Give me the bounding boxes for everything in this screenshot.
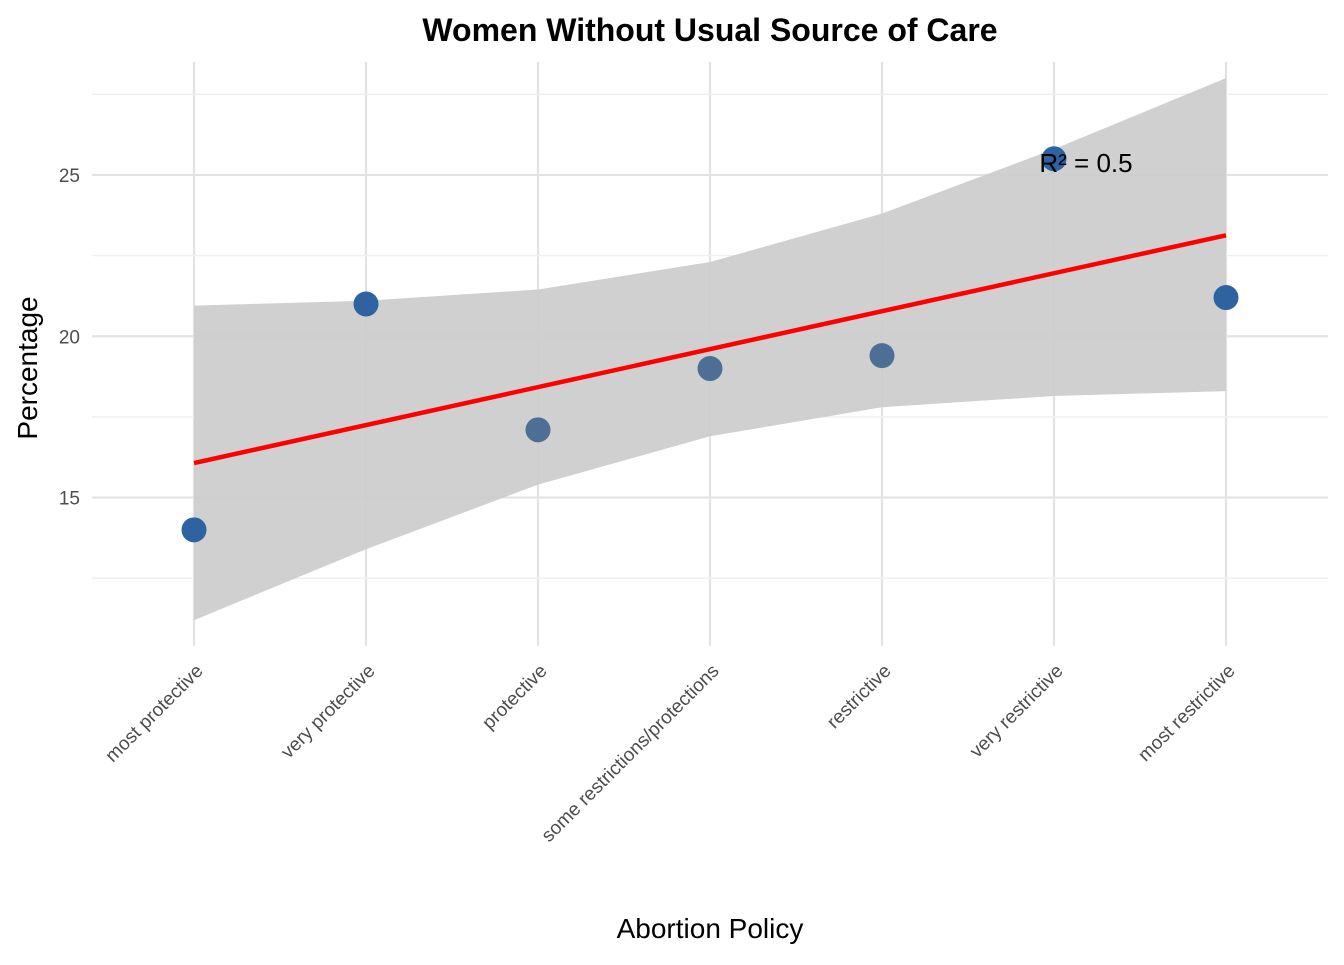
data-point (1041, 146, 1067, 172)
trend-line-layer (193, 233, 1227, 466)
data-point (869, 343, 895, 369)
y-tick-label: 20 (59, 327, 80, 348)
data-point (697, 356, 723, 382)
x-axis-ticks: most protective very protective protective… (102, 661, 1240, 847)
x-tick-label: restrictive (823, 661, 895, 733)
x-tick-label: very restrictive (966, 661, 1067, 762)
x-axis-title: Abortion Policy (617, 913, 804, 944)
points-layer (181, 146, 1239, 543)
data-point (1213, 285, 1239, 311)
data-point (525, 417, 551, 443)
y-axis-title: Percentage (12, 296, 43, 439)
data-point (353, 291, 379, 317)
y-tick-label: 25 (59, 166, 80, 187)
y-tick-label: 15 (59, 489, 80, 510)
r-squared-annotation: R² = 0.5 (1039, 148, 1132, 178)
x-tick-label: some restrictions/protections (538, 661, 724, 847)
y-axis-ticks: 15 20 25 (59, 166, 80, 510)
x-tick-label: protective (478, 661, 551, 734)
data-point (181, 517, 207, 543)
x-tick-label: most restrictive (1134, 661, 1239, 766)
chart-title: Women Without Usual Source of Care (422, 12, 997, 48)
trend-line (193, 233, 1227, 466)
x-tick-label: very protective (277, 661, 379, 763)
x-tick-label: most protective (102, 661, 208, 767)
